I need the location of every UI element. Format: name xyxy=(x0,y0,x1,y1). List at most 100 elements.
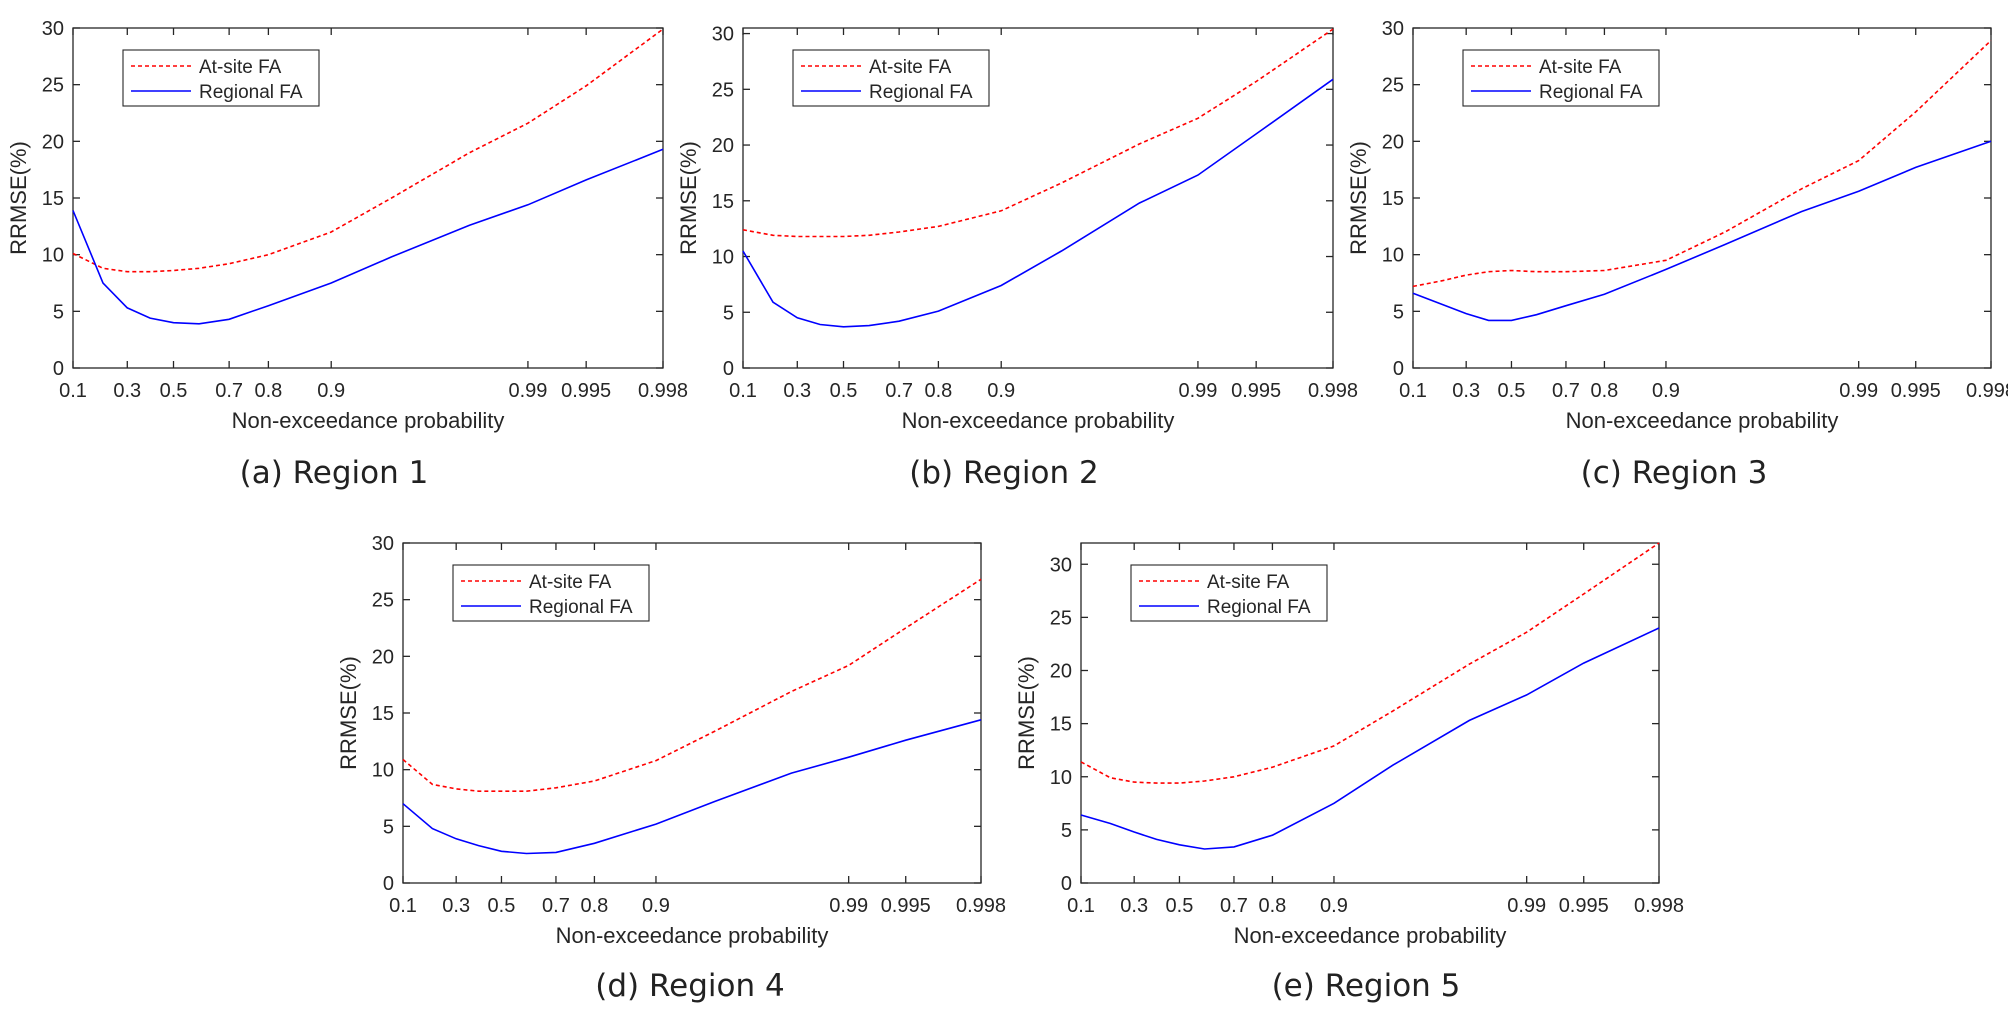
x-tick-label: 0.8 xyxy=(254,380,282,402)
chart-panel-region-3: 0.1 0.3 0.5 0.7 0.8 0.9 0.99 0.995 0.998 0 5 10 15 20… xyxy=(1340,0,2008,440)
x-tick-label: 0.995 xyxy=(1891,380,1941,402)
regional-fa-line xyxy=(1080,627,1660,850)
y-tick-label: 10 xyxy=(1050,767,1072,789)
x-tick-label: 0.998 xyxy=(1966,380,2008,402)
at-site-fa-line xyxy=(1412,39,1992,288)
legend: At-site FA Regional FA xyxy=(1130,564,1328,622)
y-tick-label: 20 xyxy=(1050,661,1072,683)
x-tick-label: 0.995 xyxy=(881,895,931,917)
x-tick-label: 0.99 xyxy=(1178,380,1217,402)
legend: At-site FA Regional FA xyxy=(122,49,320,107)
y-tick-label: 10 xyxy=(1382,245,1404,267)
y-tick-label: 25 xyxy=(1050,607,1072,629)
x-tick-label: 0.1 xyxy=(729,380,757,402)
caption-region-2: (b) Region 2 xyxy=(909,455,1099,491)
x-tick-label: 0.5 xyxy=(1166,895,1194,917)
at-site-fa-line xyxy=(742,28,1334,238)
chart-region-2: 0.1 0.3 0.5 0.7 0.8 0.9 0.99 0.995 0.998 0 5 10 15 20… xyxy=(676,24,1358,433)
x-tick-label: 0.998 xyxy=(638,380,688,402)
y-tick-label: 10 xyxy=(712,247,734,269)
regional-fa-line xyxy=(72,148,664,325)
x-tick-label: 0.3 xyxy=(1452,380,1480,402)
x-axis-label: Non-exceedance probability xyxy=(1566,408,1839,433)
y-tick-label: 25 xyxy=(42,75,64,97)
chart-panel-region-2: 0.1 0.3 0.5 0.7 0.8 0.9 0.99 0.995 0.998 0 5 10 15 20… xyxy=(670,0,1358,440)
legend-box xyxy=(1130,564,1328,622)
at-site-fa-line xyxy=(402,578,982,793)
x-tick-label: 0.99 xyxy=(508,380,547,402)
chart-region-4: 0.1 0.3 0.5 0.7 0.8 0.9 0.99 0.995 0.998 0 5 10 15 20… xyxy=(336,533,1006,948)
x-tick-label: 0.9 xyxy=(317,380,345,402)
y-tick-label: 15 xyxy=(1050,714,1072,736)
y-tick-label: 20 xyxy=(42,131,64,153)
y-tick-label: 15 xyxy=(1382,188,1404,210)
x-tick-label: 0.7 xyxy=(1552,380,1580,402)
x-tick-label: 0.998 xyxy=(1308,380,1358,402)
y-tick-label: 15 xyxy=(42,188,64,210)
y-tick-label: 0 xyxy=(723,358,734,380)
legend: At-site FA Regional FA xyxy=(792,49,990,107)
x-tick-label: 0.5 xyxy=(1498,380,1526,402)
y-tick-label: 25 xyxy=(372,590,394,612)
x-tick-label: 0.7 xyxy=(542,895,570,917)
y-tick-label: 5 xyxy=(1393,301,1404,323)
x-tick-label: 0.1 xyxy=(59,380,87,402)
y-axis-label: RRMSE(%) xyxy=(676,141,701,255)
regional-fa-line xyxy=(1412,140,1992,322)
y-tick-label: 20 xyxy=(372,646,394,668)
regional-fa-line xyxy=(402,719,982,855)
x-tick-label: 0.8 xyxy=(924,380,952,402)
legend-box xyxy=(1462,49,1660,107)
chart-region-5: 0.1 0.3 0.5 0.7 0.8 0.9 0.99 0.995 0.998 0 5 10 15 20… xyxy=(1014,542,1684,948)
y-tick-label: 20 xyxy=(712,135,734,157)
y-tick-label: 5 xyxy=(723,302,734,324)
y-tick-label: 30 xyxy=(712,24,734,46)
legend-box xyxy=(122,49,320,107)
x-tick-label: 0.8 xyxy=(581,895,609,917)
at-site-fa-line xyxy=(1080,542,1660,784)
y-tick-label: 25 xyxy=(712,79,734,101)
chart-panel-region-5: 0.1 0.3 0.5 0.7 0.8 0.9 0.99 0.995 0.998 0 5 10 15 20… xyxy=(1008,515,1688,955)
y-tick-label: 30 xyxy=(372,533,394,555)
x-axis-label: Non-exceedance probability xyxy=(232,408,505,433)
legend-label: Regional FA xyxy=(1539,82,1643,103)
regional-fa-line xyxy=(742,78,1334,328)
legend-label: Regional FA xyxy=(1207,597,1311,618)
y-axis-label: RRMSE(%) xyxy=(6,141,31,255)
y-tick-label: 5 xyxy=(383,816,394,838)
y-tick-label: 30 xyxy=(42,18,64,40)
legend-label: Regional FA xyxy=(529,597,633,618)
x-tick-label: 0.7 xyxy=(1220,895,1248,917)
x-tick-label: 0.995 xyxy=(561,380,611,402)
legend: At-site FA Regional FA xyxy=(1462,49,1660,107)
y-tick-label: 25 xyxy=(1382,75,1404,97)
y-tick-label: 0 xyxy=(383,873,394,895)
y-tick-label: 0 xyxy=(53,358,64,380)
plot-frame xyxy=(742,27,1334,369)
plot-frame xyxy=(1080,542,1660,884)
x-tick-label: 0.5 xyxy=(830,380,858,402)
y-tick-label: 30 xyxy=(1050,554,1072,576)
caption-region-1: (a) Region 1 xyxy=(239,455,429,491)
y-tick-label: 5 xyxy=(1061,820,1072,842)
chart-region-3: 0.1 0.3 0.5 0.7 0.8 0.9 0.99 0.995 0.998 0 5 10 15 20… xyxy=(1346,18,2008,433)
y-tick-label: 5 xyxy=(53,301,64,323)
x-tick-label: 0.9 xyxy=(642,895,670,917)
legend: At-site FA Regional FA xyxy=(452,564,650,622)
legend-label: At-site FA xyxy=(1207,572,1290,593)
x-tick-label: 0.1 xyxy=(1399,380,1427,402)
x-tick-label: 0.3 xyxy=(113,380,141,402)
x-tick-label: 0.99 xyxy=(1839,380,1878,402)
x-tick-label: 0.7 xyxy=(885,380,913,402)
x-axis-label: Non-exceedance probability xyxy=(1234,923,1507,948)
x-tick-label: 0.3 xyxy=(442,895,470,917)
caption-region-3: (c) Region 3 xyxy=(1580,455,1768,491)
y-axis-label: RRMSE(%) xyxy=(1014,656,1039,770)
y-tick-label: 30 xyxy=(1382,18,1404,40)
y-tick-label: 0 xyxy=(1061,873,1072,895)
x-tick-label: 0.5 xyxy=(488,895,516,917)
y-tick-label: 15 xyxy=(712,191,734,213)
x-tick-label: 0.8 xyxy=(1259,895,1287,917)
chart-panel-region-4: 0.1 0.3 0.5 0.7 0.8 0.9 0.99 0.995 0.998 0 5 10 15 20… xyxy=(330,515,1010,955)
legend-label: Regional FA xyxy=(869,82,973,103)
